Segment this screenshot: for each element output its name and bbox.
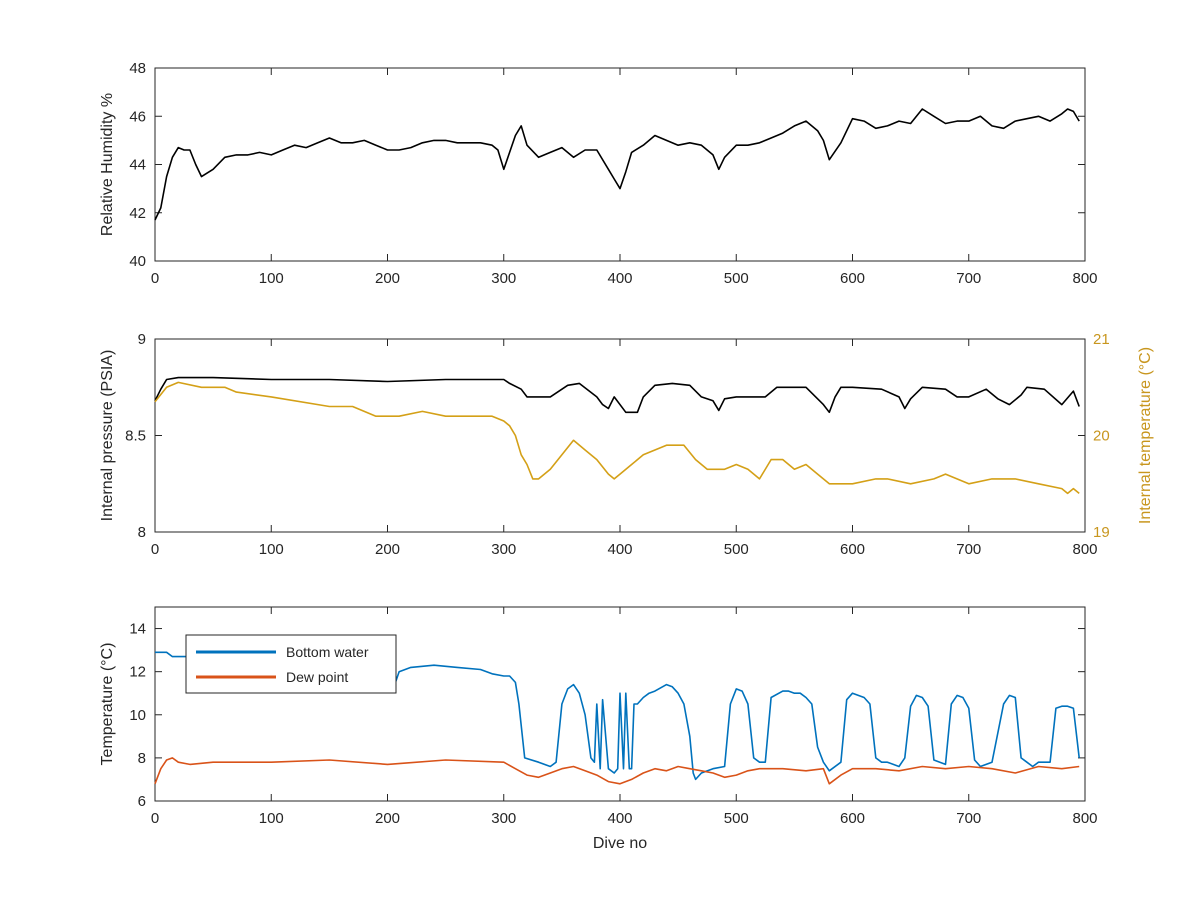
x-tick-label: 200 [375,541,400,558]
x-tick-label: 800 [1072,810,1097,827]
x-tick-label: 400 [607,810,632,827]
x-tick-label: 800 [1072,541,1097,558]
plot-area [154,67,1086,262]
legend: Bottom water Dew point [185,634,397,694]
y-tick-label: 40 [129,253,146,270]
y-tick-label: 48 [129,60,146,77]
x-tick-label: 500 [724,541,749,558]
y-tick-label: 44 [129,157,146,174]
x-tick-label: 600 [840,541,865,558]
x-tick-label: 600 [840,270,865,287]
panels: 0 100 200 300 400 500 600 700 8004042444648Relat… [99,60,1154,852]
series-line-2 [154,757,1080,785]
plot-area [154,338,1086,533]
series-line-1 [154,376,1080,414]
y-tick-label: 46 [129,108,146,125]
y-tick-label: 9 [138,331,146,348]
x-tick-label: 500 [724,810,749,827]
x-tick-label: 100 [259,810,284,827]
x-tick-label: 600 [840,810,865,827]
x-tick-label: 0 [151,270,159,287]
y-right-axis-label: Internal temperature (°C) [1137,347,1154,524]
x-tick-label: 400 [607,270,632,287]
panel-3: 0 100 200 300 400 500 600 700 800 6 8 10 12 14 Tempera… [99,606,1098,852]
legend-label: Dew point [286,669,348,685]
x-tick-label: 700 [956,270,981,287]
x-tick-label: 200 [375,810,400,827]
panel-2: 0 100 200 300 400 500 600 700 800 8 8.5 9 19 20 21 Inte… [99,331,1154,558]
x-tick-label: 500 [724,270,749,287]
y-tick-label: 10 [129,707,146,724]
x-tick-label: 200 [375,270,400,287]
x-tick-label: 800 [1072,270,1097,287]
y-right-tick-label: 21 [1093,331,1110,348]
x-tick-label: 700 [956,541,981,558]
y-tick-label: 8.5 [125,428,146,445]
legend-label: Bottom water [286,644,369,660]
x-tick-label: 0 [151,810,159,827]
series-line-2 [154,381,1080,495]
x-tick-label: 300 [491,541,516,558]
x-tick-label: 100 [259,541,284,558]
y-tick-label: 14 [129,621,146,638]
x-tick-label: 100 [259,270,284,287]
y-tick-label: 42 [129,205,146,222]
panel-1: 0 100 200 300 400 500 600 700 800 40 42 44 46 48 Relat… [99,60,1098,287]
y-axis-label: Internal pressure (PSIA) [99,350,116,522]
x-tick-label: 300 [491,810,516,827]
x-tick-label: 300 [491,270,516,287]
x-tick-label: 400 [607,541,632,558]
y-right-tick-label: 19 [1093,524,1110,541]
y-tick-label: 12 [129,664,146,681]
x-tick-label: 700 [956,810,981,827]
x-tick-label: 0 [151,541,159,558]
y-right-tick-label: 20 [1093,428,1110,445]
y-tick-label: 6 [138,793,146,810]
y-axis-label: Relative Humidity % [99,93,116,236]
legend-box [185,634,397,694]
y-tick-label: 8 [138,524,146,541]
series-line-1 [155,651,1080,781]
y-axis-label: Temperature (°C) [99,643,116,766]
x-axis-label: Dive no [593,835,647,852]
series-line-1 [154,108,1080,221]
y-tick-label: 8 [138,750,146,767]
